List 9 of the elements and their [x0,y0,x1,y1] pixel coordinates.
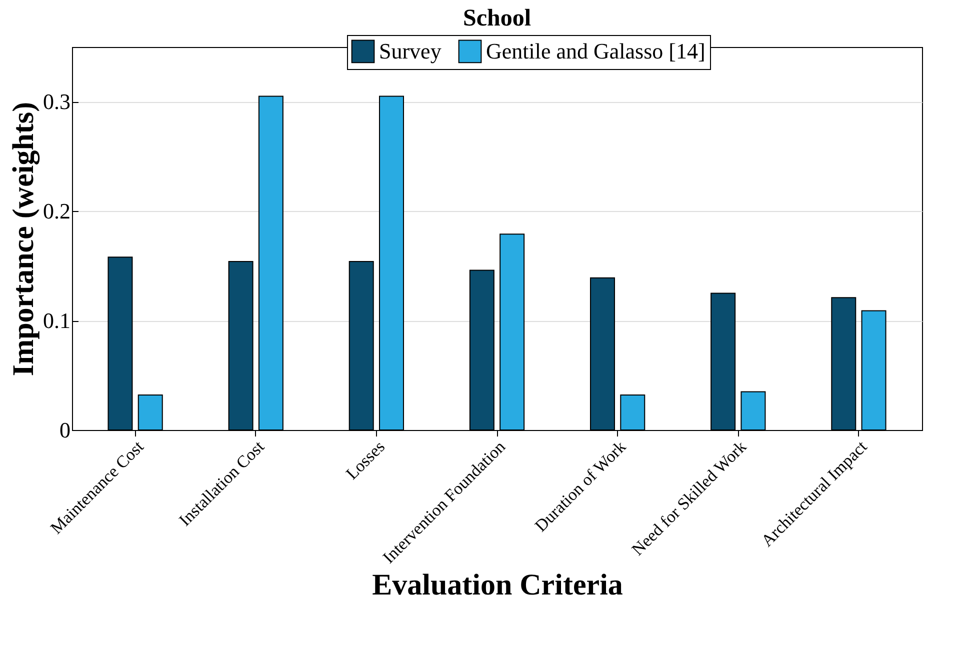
chart-title: School [462,6,532,32]
legend-label: Survey [379,38,442,64]
y-axis-title: Importance (weights) [7,102,40,376]
y-tick-label: 0.3 [43,89,70,114]
y-tick-label: 0.1 [43,308,70,334]
y-tick-label: 0.2 [43,198,70,224]
legend-label: Gentile and Galasso [14] [486,38,706,64]
y-tick-label: 0 [60,418,70,442]
x-axis-title: Evaluation Criteria [372,568,623,602]
